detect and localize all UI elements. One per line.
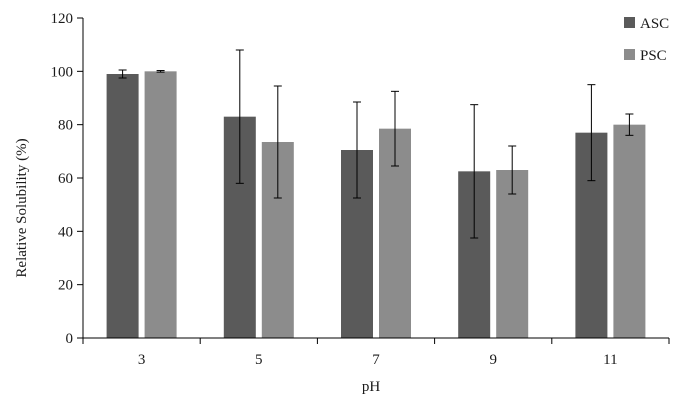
legend-label-asc: ASC (640, 16, 669, 32)
x-tick-label: 9 (489, 352, 497, 368)
y-tick-label: 0 (66, 331, 74, 347)
y-tick-label: 20 (58, 278, 73, 294)
x-axis-title: pH (362, 379, 381, 395)
legend-label-psc: PSC (640, 48, 667, 64)
y-tick-label: 80 (58, 118, 73, 134)
legend-swatch-psc (624, 49, 635, 60)
y-axis-title: Relative Solubility (%) (14, 138, 30, 277)
bar-psc-9 (496, 170, 529, 338)
bars (106, 71, 646, 339)
error-bars (118, 49, 634, 239)
y-axis-ticks: 0 20 40 60 80 100 120 (51, 11, 83, 347)
legend-swatch-asc (624, 17, 635, 28)
x-axis-ticks: 3 5 7 9 11 (82, 338, 670, 368)
y-tick-label: 60 (58, 171, 73, 187)
x-tick-label: 5 (255, 352, 263, 368)
y-tick-label: 120 (51, 11, 74, 27)
x-tick-label: 7 (372, 352, 380, 368)
bar-psc-11 (613, 124, 646, 339)
y-tick-label: 40 (58, 224, 73, 240)
x-tick-label: 3 (138, 352, 146, 368)
legend: ASC PSC (624, 16, 669, 64)
y-tick-label: 100 (51, 64, 74, 80)
x-tick-label: 11 (603, 352, 617, 368)
bar-psc-3 (144, 71, 177, 338)
bar-asc-3 (106, 74, 139, 338)
